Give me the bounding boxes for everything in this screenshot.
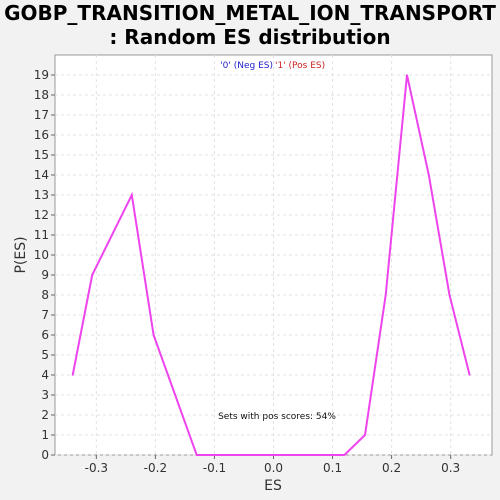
x-tick-label: 0.2 (382, 461, 401, 475)
data-point (364, 434, 366, 436)
data-point (131, 194, 133, 196)
data-point (91, 274, 93, 276)
y-tick-label: 14 (34, 168, 49, 182)
y-tick-label: 18 (34, 88, 49, 102)
y-tick-label: 2 (41, 408, 49, 422)
data-point (344, 454, 346, 456)
y-axis-label: P(ES) (13, 236, 29, 273)
chart-title-line-1: GOBP_TRANSITION_METAL_ION_TRANSPORT (4, 1, 496, 25)
y-tick-label: 13 (34, 188, 49, 202)
data-point (385, 294, 387, 296)
annotation: Sets with pos scores: 54% (218, 412, 336, 422)
y-tick-label: 7 (41, 308, 49, 322)
y-tick-label: 16 (34, 128, 49, 142)
y-tick-label: 5 (41, 348, 49, 362)
y-tick-label: 19 (34, 68, 49, 82)
y-tick-label: 4 (41, 368, 49, 382)
legend-entry-neg: '0' (Neg ES) (220, 61, 273, 71)
y-tick-label: 0 (41, 448, 49, 462)
x-axis-label: ES (264, 478, 282, 494)
x-tick-label: -0.2 (144, 461, 167, 475)
y-tick-label: 1 (41, 428, 49, 442)
data-point (428, 174, 430, 176)
data-point (196, 454, 198, 456)
data-point (153, 334, 155, 336)
y-tick-label: 8 (41, 288, 49, 302)
x-tick-label: 0.3 (441, 461, 460, 475)
data-point (449, 294, 451, 296)
data-point (469, 374, 471, 376)
y-tick-label: 10 (34, 248, 49, 262)
x-tick-label: 0.0 (264, 461, 283, 475)
y-tick-label: 12 (34, 208, 49, 222)
legend-entry-pos: '1' (Pos ES) (275, 61, 325, 71)
y-tick-label: 9 (41, 268, 49, 282)
y-tick-label: 15 (34, 148, 49, 162)
x-tick-label: 0.1 (323, 461, 342, 475)
data-point (72, 374, 74, 376)
y-tick-label: 3 (41, 388, 49, 402)
x-tick-label: -0.3 (85, 461, 108, 475)
y-tick-label: 17 (34, 108, 49, 122)
data-point (406, 74, 408, 76)
x-tick-label: -0.1 (203, 461, 226, 475)
chart-title-line-2: : Random ES distribution (109, 25, 390, 49)
y-tick-label: 11 (34, 228, 49, 242)
y-tick-label: 6 (41, 328, 49, 342)
